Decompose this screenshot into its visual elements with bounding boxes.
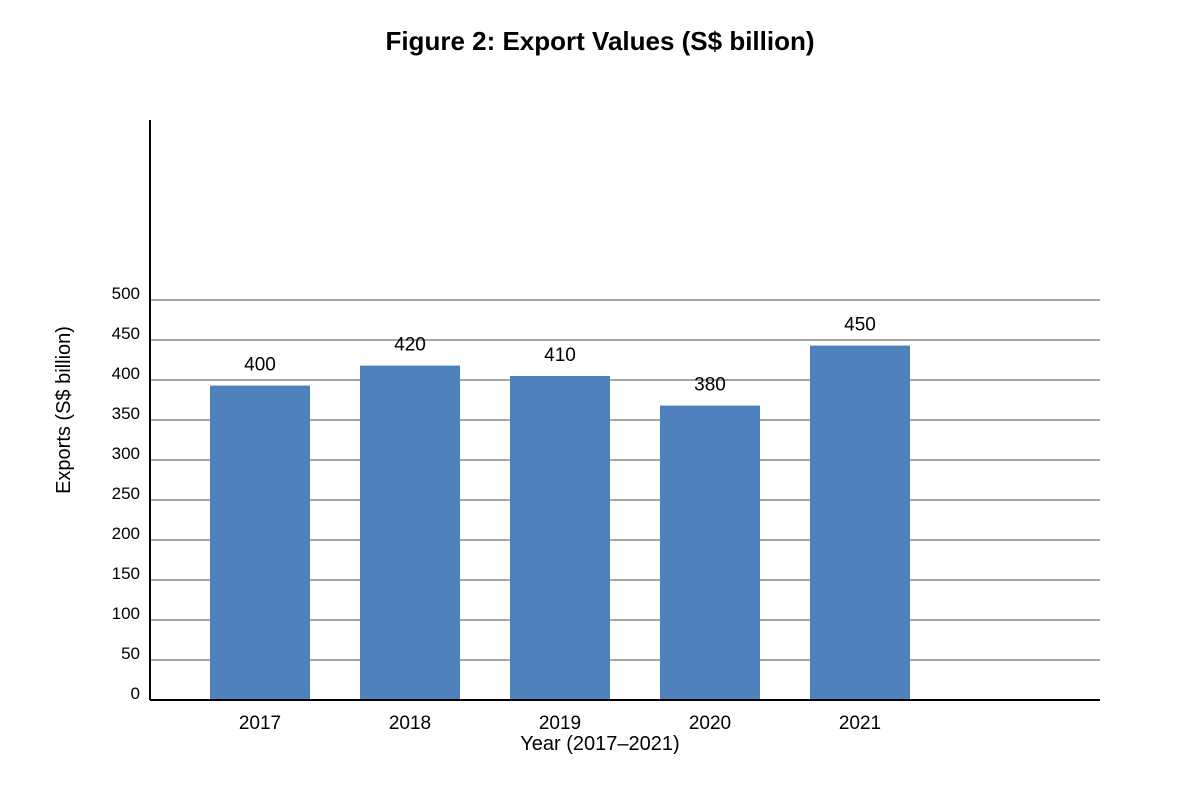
bar-2018 <box>360 365 460 700</box>
bar-2021 <box>810 345 910 700</box>
x-tick-label-2020: 2020 <box>689 713 731 734</box>
y-tick-label: 500 <box>112 284 140 303</box>
y-tick-label: 100 <box>112 604 140 623</box>
bar-2020 <box>660 405 760 700</box>
y-tick-label: 0 <box>131 684 140 703</box>
y-tick-label: 400 <box>112 364 140 383</box>
x-tick-labels: 2017 2018 2019 2020 2021 <box>239 713 881 734</box>
y-tick-label: 250 <box>112 484 140 503</box>
chart-title: Figure 2: Export Values (S$ billion) <box>385 26 814 56</box>
y-tick-label: 350 <box>112 404 140 423</box>
bar-2019 <box>510 376 610 700</box>
y-tick-label: 300 <box>112 444 140 463</box>
data-label-2021: 450 <box>844 315 876 336</box>
y-axis-title: Exports (S$ billion) <box>53 326 75 494</box>
data-labels: 400 420 410 380 450 <box>244 315 876 396</box>
data-label-2020: 380 <box>694 375 726 396</box>
x-tick-label-2021: 2021 <box>839 713 881 734</box>
x-tick-label-2018: 2018 <box>389 713 431 734</box>
y-tick-label: 450 <box>112 324 140 343</box>
data-label-2019: 410 <box>544 345 576 366</box>
data-label-2018: 420 <box>394 335 426 356</box>
x-tick-label-2019: 2019 <box>539 713 581 734</box>
x-tick-label-2017: 2017 <box>239 713 281 734</box>
data-label-2017: 400 <box>244 355 276 376</box>
x-axis-title: Year (2017–2021) <box>520 733 679 755</box>
y-tick-label: 50 <box>121 644 140 663</box>
bars <box>210 345 910 700</box>
y-tick-labels: 0 50 100 150 200 250 300 350 400 450 500 <box>112 284 140 703</box>
y-tick-label: 150 <box>112 564 140 583</box>
y-tick-label: 200 <box>112 524 140 543</box>
bar-2017 <box>210 385 310 700</box>
